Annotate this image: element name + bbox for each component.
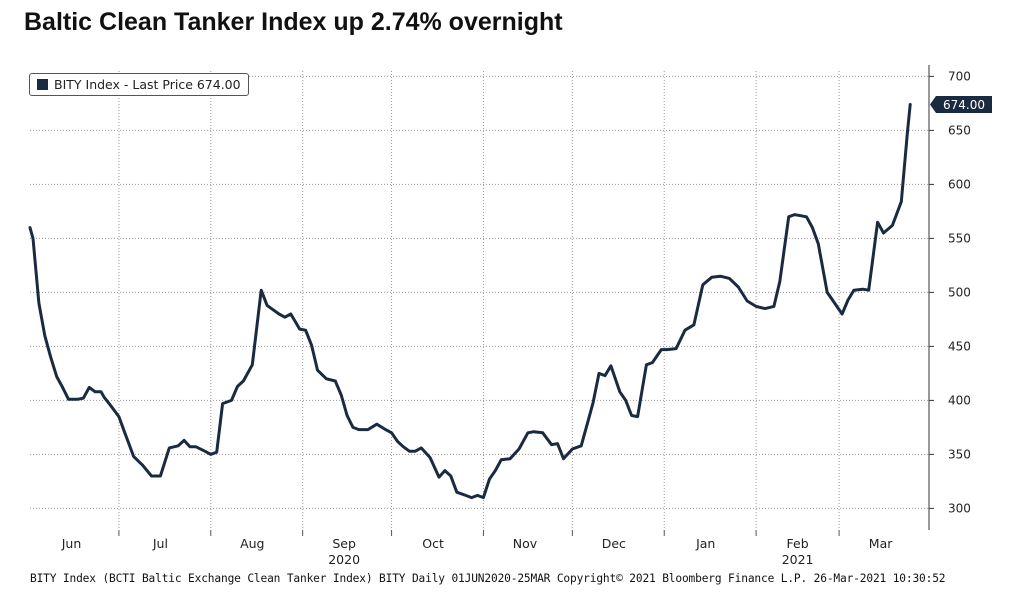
y-tick-label: 650 — [948, 123, 971, 137]
x-tick-label: Aug — [240, 536, 264, 551]
legend-label: BITY Index - Last Price 674.00 — [54, 77, 241, 92]
legend: BITY Index - Last Price 674.00 — [29, 73, 249, 96]
y-tick-label: 700 — [948, 69, 971, 83]
y-tick-label: 500 — [948, 285, 971, 299]
last-price-label: 674.00 — [943, 98, 985, 112]
x-year-label: 2021 — [782, 552, 814, 567]
x-tick-label: Dec — [602, 536, 626, 551]
x-tick-label: Nov — [513, 536, 538, 551]
series-line — [28, 103, 912, 500]
x-tick-label: Oct — [422, 536, 444, 551]
x-tick-label: Mar — [869, 536, 893, 551]
last-price-marker — [930, 95, 992, 113]
y-tick-label: 600 — [948, 177, 971, 191]
legend-swatch — [37, 79, 48, 90]
x-tick-label: Feb — [787, 536, 809, 551]
y-tick-label: 400 — [948, 393, 971, 407]
y-tick-label: 350 — [948, 447, 971, 461]
x-year-label: 2020 — [328, 552, 360, 567]
line-chart: 300 350 400 450 500 550 600 650 700 Jun Jul Aug Sep O… — [28, 65, 992, 567]
x-tick-label: Sep — [332, 536, 356, 551]
chart-footer: BITY Index (BCTI Baltic Exchange Clean T… — [30, 572, 946, 585]
y-tick-label: 550 — [948, 231, 971, 245]
x-tick-label: Jul — [152, 536, 168, 551]
y-tick-label: 300 — [948, 501, 971, 515]
x-tick-label: Jan — [695, 536, 715, 551]
x-tick-label: Jun — [61, 536, 82, 551]
y-tick-label: 450 — [948, 339, 971, 353]
chart-title: Baltic Clean Tanker Index up 2.74% overn… — [24, 8, 563, 36]
